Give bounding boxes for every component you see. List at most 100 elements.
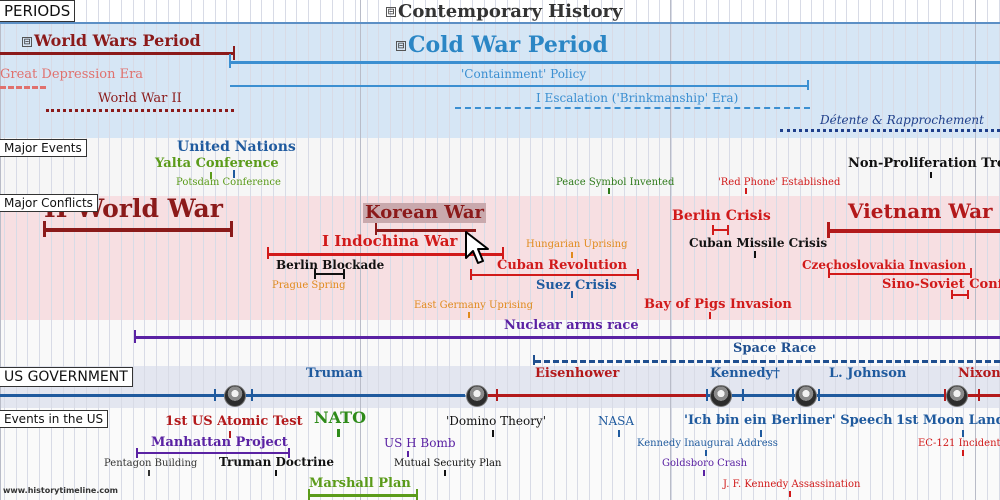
us-event-berliner[interactable]: 'Ich bin ein Berliner' Speech [684, 413, 893, 428]
portrait-eisenhower[interactable] [466, 385, 488, 407]
term-tick [496, 389, 498, 401]
year-gridline [741, 0, 742, 500]
period-world-wars[interactable]: ⊟ World Wars Period [22, 33, 201, 49]
term-tick [978, 389, 980, 401]
vietnam-bar[interactable] [828, 229, 1000, 233]
us-event-manhattan[interactable]: Manhattan Project [151, 435, 288, 450]
czechoslovakia-bar[interactable] [829, 273, 971, 275]
us-event-truman-doctrine[interactable]: Truman Doctrine [219, 455, 334, 469]
us-event-moon-landing[interactable]: 1st Moon Landin [896, 413, 1000, 428]
conflict-east-germany[interactable]: East Germany Uprising [414, 300, 533, 311]
us-government-band [0, 366, 1000, 408]
period-great-depression[interactable]: Great Depression Era [0, 67, 144, 82]
portrait-johnson[interactable] [795, 385, 817, 407]
cold-war-bar[interactable] [230, 61, 1000, 64]
korean-war-bar[interactable] [376, 229, 476, 232]
berlin-crisis-bar[interactable] [713, 229, 728, 231]
containment-bar[interactable] [230, 85, 808, 87]
us-event-domino[interactable]: 'Domino Theory' [446, 414, 547, 428]
conflict-indochina[interactable]: I Indochina War [322, 232, 458, 250]
world-wars-bar[interactable] [0, 52, 234, 55]
conflict-bay-of-pigs[interactable]: Bay of Pigs Invasion [644, 297, 792, 312]
portrait-roosevelt[interactable] [224, 385, 246, 407]
east-germany-tick [468, 312, 470, 318]
us-event-mutual-security[interactable]: Mutual Security Plan [394, 458, 502, 469]
us-event-goldsboro[interactable]: Goldsboro Crash [662, 458, 748, 469]
conflict-nuclear-race[interactable]: Nuclear arms race [504, 318, 639, 333]
period-escalation[interactable]: I Escalation ('Brinkmanship' Era) [536, 91, 739, 105]
us-event-kennedy-address[interactable]: Kennedy Inaugural Address [637, 438, 778, 449]
president-truman[interactable]: Truman [306, 366, 363, 381]
us-event-ec121[interactable]: EC-121 Incident [918, 438, 1000, 449]
cuban-revolution-bar[interactable] [471, 274, 639, 276]
period-cold-war[interactable]: ⊟ Cold War Period [396, 34, 608, 56]
kennedy-term-bar[interactable] [708, 394, 804, 397]
johnson-term-bar[interactable] [804, 394, 954, 397]
conflict-cuban-missile[interactable]: Cuban Missile Crisis [689, 236, 828, 250]
conflict-sino-soviet[interactable]: Sino-Soviet Confli [882, 277, 1000, 292]
year-gridline [121, 0, 122, 500]
berlin-crisis-end [727, 225, 729, 235]
portrait-kennedy[interactable] [710, 385, 732, 407]
escalation-bar[interactable] [455, 107, 810, 109]
world-war-ii-bar[interactable] [46, 109, 234, 112]
ww2-bar[interactable] [44, 228, 232, 232]
conflict-korean-war[interactable]: Korean War [363, 202, 487, 223]
sino-soviet-bar[interactable] [952, 294, 968, 296]
great-depression-bar[interactable] [0, 86, 46, 89]
cuban-revolution-start [470, 269, 472, 280]
conflict-berlin-blockade[interactable]: Berlin Blockade [276, 258, 385, 272]
events-band [0, 138, 1000, 196]
conflict-space-race[interactable]: Space Race [730, 342, 820, 355]
conflict-suez[interactable]: Suez Crisis [536, 278, 617, 293]
us-event-h-bomb[interactable]: US H Bomb [384, 436, 456, 450]
period-world-war-ii[interactable]: World War II [98, 91, 182, 106]
expander-icon[interactable]: ⊟ [396, 41, 406, 51]
us-event-jfk-assassination[interactable]: J. F. Kennedy Assassination [723, 479, 861, 490]
detente-bar[interactable] [780, 129, 1000, 132]
conflict-berlin-crisis[interactable]: Berlin Crisis [672, 208, 771, 224]
us-event-atomic-test[interactable]: 1st US Atomic Test [165, 414, 303, 429]
event-peace-symbol[interactable]: Peace Symbol Invented [556, 177, 675, 188]
us-event-nato[interactable]: NATO [314, 408, 367, 427]
conflict-hungarian-uprising[interactable]: Hungarian Uprising [526, 239, 628, 250]
president-kennedy[interactable]: Kennedy† [710, 366, 780, 381]
conflict-prague-spring[interactable]: Prague Spring [272, 280, 346, 291]
event-non-proliferation[interactable]: Non-Proliferation Trea [848, 156, 1000, 171]
president-nixon[interactable]: Nixon [958, 366, 1000, 381]
period-contemporary-history[interactable]: ⊟ Contemporary History [386, 3, 622, 21]
marshall-start [308, 489, 310, 500]
period-detente[interactable]: Détente & Rapprochement [820, 113, 984, 127]
nuclear-race-bar[interactable] [135, 336, 1000, 339]
event-yalta[interactable]: Yalta Conference [155, 156, 279, 171]
term-tick [944, 389, 946, 401]
period-containment[interactable]: 'Containment' Policy [461, 67, 587, 81]
marshall-bar[interactable] [309, 494, 417, 497]
berlin-blockade-bar[interactable] [315, 273, 344, 275]
event-red-phone[interactable]: 'Red Phone' Established [718, 177, 841, 188]
event-un-tick [233, 170, 235, 178]
eisenhower-term-bar[interactable] [476, 394, 708, 397]
conflict-cuban-revolution[interactable]: Cuban Revolution [497, 258, 628, 273]
year-gridline [648, 0, 649, 500]
conflict-vietnam[interactable]: Vietnam War [848, 199, 993, 223]
president-johnson[interactable]: L. Johnson [829, 366, 907, 381]
expander-icon[interactable]: ⊟ [22, 36, 32, 47]
year-gridline [215, 0, 216, 500]
berlin-blockade-end [343, 269, 345, 279]
conflict-czechoslovakia[interactable]: Czechoslovakia Invasion [802, 258, 967, 272]
us-event-nasa[interactable]: NASA [598, 414, 635, 428]
expander-icon[interactable]: ⊟ [386, 7, 396, 17]
us-event-pentagon[interactable]: Pentagon Building [104, 458, 198, 469]
us-event-marshall[interactable]: Marshall Plan [309, 476, 411, 491]
nixon-term-bar[interactable] [954, 394, 1000, 397]
event-united-nations[interactable]: United Nations [177, 139, 296, 155]
president-eisenhower[interactable]: Eisenhower [535, 366, 620, 381]
year-gridline [273, 0, 274, 500]
periods-axis-line [0, 22, 1000, 24]
indochina-bar[interactable] [268, 253, 504, 256]
event-potsdam[interactable]: Potsdam Conference [176, 177, 281, 188]
manhattan-bar[interactable] [137, 452, 289, 454]
portrait-nixon[interactable] [946, 385, 968, 407]
